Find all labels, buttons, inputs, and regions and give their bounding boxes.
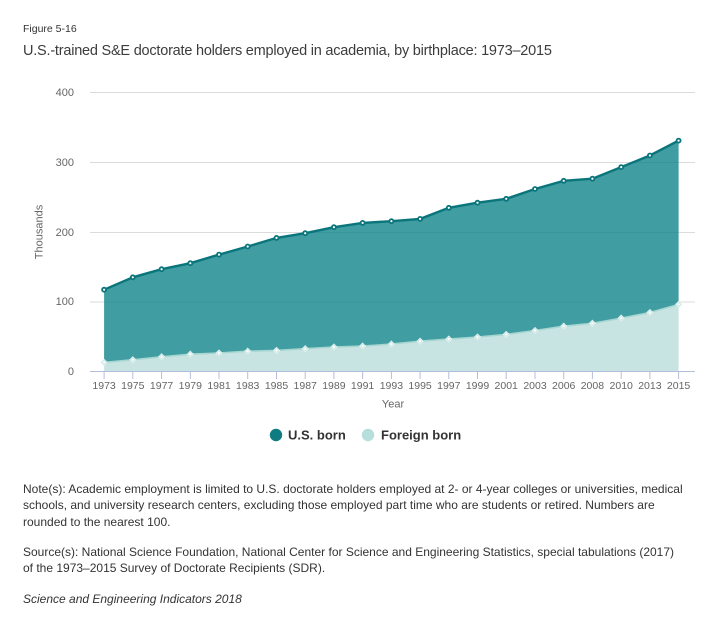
svg-text:1989: 1989	[322, 380, 346, 392]
svg-text:2006: 2006	[552, 380, 576, 392]
svg-text:2015: 2015	[667, 380, 691, 392]
svg-text:2010: 2010	[610, 380, 634, 392]
svg-text:1985: 1985	[265, 380, 289, 392]
svg-text:2001: 2001	[495, 380, 519, 392]
svg-text:1987: 1987	[294, 380, 318, 392]
svg-text:Thousands: Thousands	[34, 204, 46, 259]
svg-text:Year: Year	[382, 399, 405, 411]
svg-text:2008: 2008	[581, 380, 605, 392]
svg-text:100: 100	[56, 296, 74, 308]
svg-text:1973: 1973	[92, 380, 116, 392]
svg-text:200: 200	[56, 227, 74, 239]
svg-text:1983: 1983	[236, 380, 260, 392]
svg-text:400: 400	[56, 87, 74, 99]
svg-text:Foreign born: Foreign born	[381, 428, 461, 443]
svg-text:1981: 1981	[207, 380, 231, 392]
svg-text:1979: 1979	[179, 380, 203, 392]
svg-text:1995: 1995	[408, 380, 432, 392]
svg-text:1993: 1993	[380, 380, 404, 392]
svg-text:U.S. born: U.S. born	[288, 428, 346, 443]
svg-text:300: 300	[56, 157, 74, 169]
svg-text:1999: 1999	[466, 380, 490, 392]
svg-text:1991: 1991	[351, 380, 375, 392]
svg-text:1997: 1997	[437, 380, 461, 392]
svg-text:2003: 2003	[523, 380, 547, 392]
svg-text:2013: 2013	[638, 380, 662, 392]
svg-text:1977: 1977	[150, 380, 174, 392]
svg-text:0: 0	[68, 366, 74, 378]
svg-text:1975: 1975	[121, 380, 145, 392]
